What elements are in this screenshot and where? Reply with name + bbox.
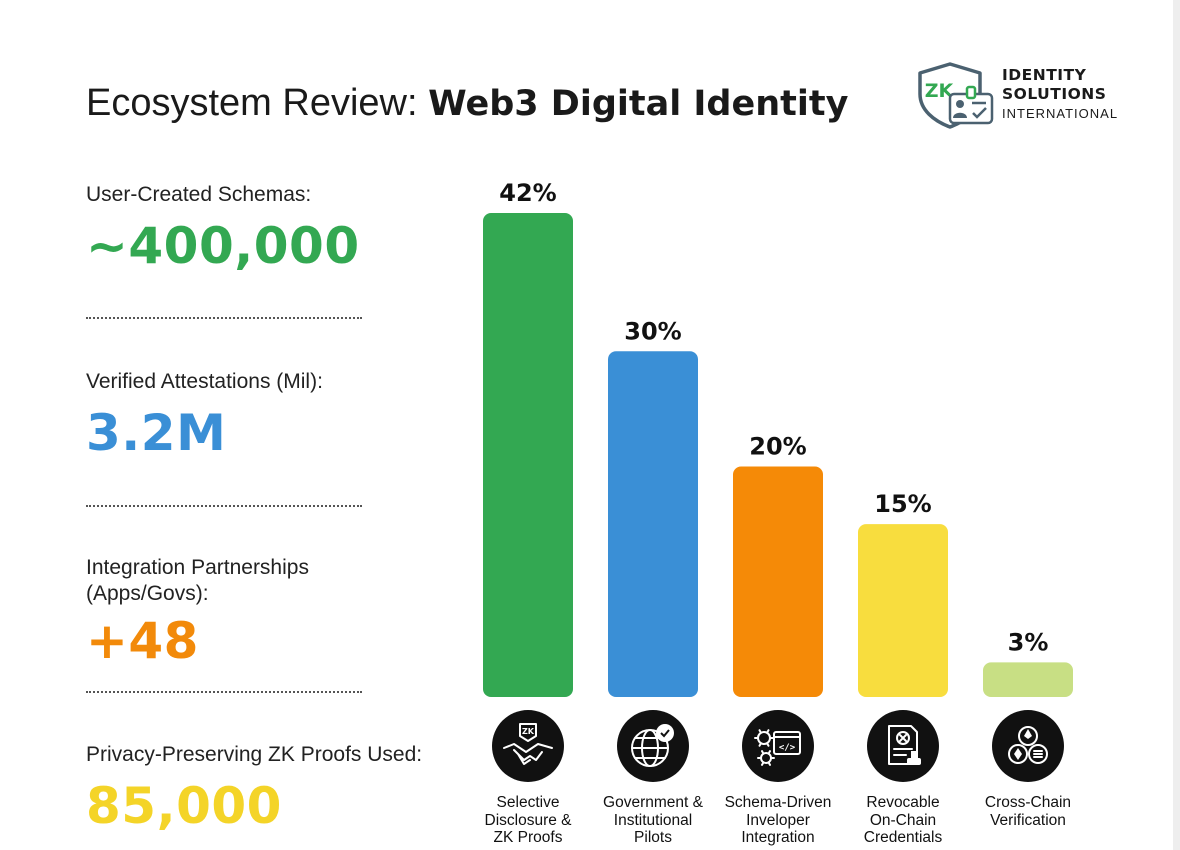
- ethereum-chain-icon: [992, 710, 1064, 782]
- bar-value-label: 30%: [624, 317, 681, 345]
- svg-text:</>: </>: [779, 743, 796, 753]
- category-label-line: Verification: [990, 811, 1066, 829]
- page-title-bold: Web3 Digital Identity: [428, 84, 849, 124]
- bar: [608, 351, 698, 697]
- category-label-line: Pilots: [634, 829, 672, 846]
- stat-user-schemas: User-Created Schemas: ~400,000: [86, 182, 360, 277]
- category-label: Selective Disclosure & ZK Proofs: [458, 794, 598, 847]
- bar-value-label: 15%: [874, 490, 931, 518]
- category-label-line: Integration: [741, 829, 815, 846]
- brand-line-3: INTERNATIONAL: [1002, 106, 1119, 121]
- stat-verified-attestations: Verified Attestations (Mil): 3.2M: [86, 369, 323, 464]
- page-edge: [1173, 0, 1180, 850]
- stat-label: Privacy-Preserving ZK Proofs Used:: [86, 743, 423, 766]
- stat-value: +48: [86, 612, 199, 670]
- category-label-line: Schema-Driven: [724, 794, 832, 811]
- category-label-line: Disclosure &: [484, 811, 572, 829]
- brand-line-2: SOLUTIONS: [1002, 85, 1107, 103]
- gear-code-icon: </>: [742, 710, 814, 782]
- bar: [983, 662, 1073, 697]
- stat-divider: [86, 505, 362, 507]
- category-label-line: Credentials: [863, 829, 943, 846]
- stat-value: ~400,000: [86, 217, 360, 275]
- category-label-line: Inveloper: [746, 811, 810, 829]
- stat-label: Verified Attestations (Mil):: [86, 370, 323, 393]
- stat-divider: [86, 691, 362, 693]
- page-title: Ecosystem Review: Web3 Digital Identity: [86, 76, 848, 130]
- category-label: Revocable On-Chain Credentials: [833, 794, 973, 847]
- stat-label: Integration Partnerships (Apps/Govs):: [86, 556, 309, 605]
- bar-value-label: 3%: [1008, 628, 1049, 656]
- bar-value-label: 42%: [499, 179, 556, 207]
- globe-check-icon: [617, 710, 689, 782]
- bar-value-label: 20%: [749, 433, 806, 461]
- category-label-line: ZK Proofs: [493, 829, 563, 846]
- bar: [733, 466, 823, 697]
- stat-label: User-Created Schemas:: [86, 183, 312, 206]
- zk-handshake-icon: ZK: [492, 710, 564, 782]
- page-title-plain: Ecosystem Review:: [86, 82, 429, 124]
- shield-id-card-icon: ZK: [918, 62, 994, 129]
- svg-text:ZK: ZK: [522, 727, 535, 736]
- category-label-line: Selective: [496, 794, 560, 811]
- category-label-line: Cross-Chain: [984, 794, 1072, 811]
- brand-name: IDENTITY SOLUTIONS INTERNATIONAL: [1002, 66, 1118, 123]
- category-label-line: Institutional: [613, 811, 693, 829]
- brand-logo: ZK IDENTITY SOLUTIONS INTERNATIONAL: [914, 60, 1134, 130]
- category-label-line: Government &: [603, 794, 703, 811]
- brand-badge-text: ZK: [925, 80, 955, 102]
- stat-integration-partnerships: Integration Partnerships (Apps/Govs): +4…: [86, 555, 356, 672]
- stat-zk-proofs: Privacy-Preserving ZK Proofs Used: 85,00…: [86, 742, 422, 837]
- bar: [858, 524, 948, 697]
- category-label-line: On-Chain: [869, 811, 937, 829]
- category-label: Schema-Driven Inveloper Integration: [708, 794, 848, 847]
- category-label: Cross-Chain Verification: [958, 794, 1098, 829]
- stat-value: 85,000: [86, 777, 282, 835]
- bar: [483, 213, 573, 697]
- category-label: Government & Institutional Pilots: [583, 794, 723, 847]
- category-label-line: Revocable: [866, 794, 940, 811]
- document-stamp-icon: [867, 710, 939, 782]
- brand-line-1: IDENTITY: [1002, 66, 1087, 84]
- stat-value: 3.2M: [86, 404, 227, 462]
- stat-divider: [86, 317, 362, 319]
